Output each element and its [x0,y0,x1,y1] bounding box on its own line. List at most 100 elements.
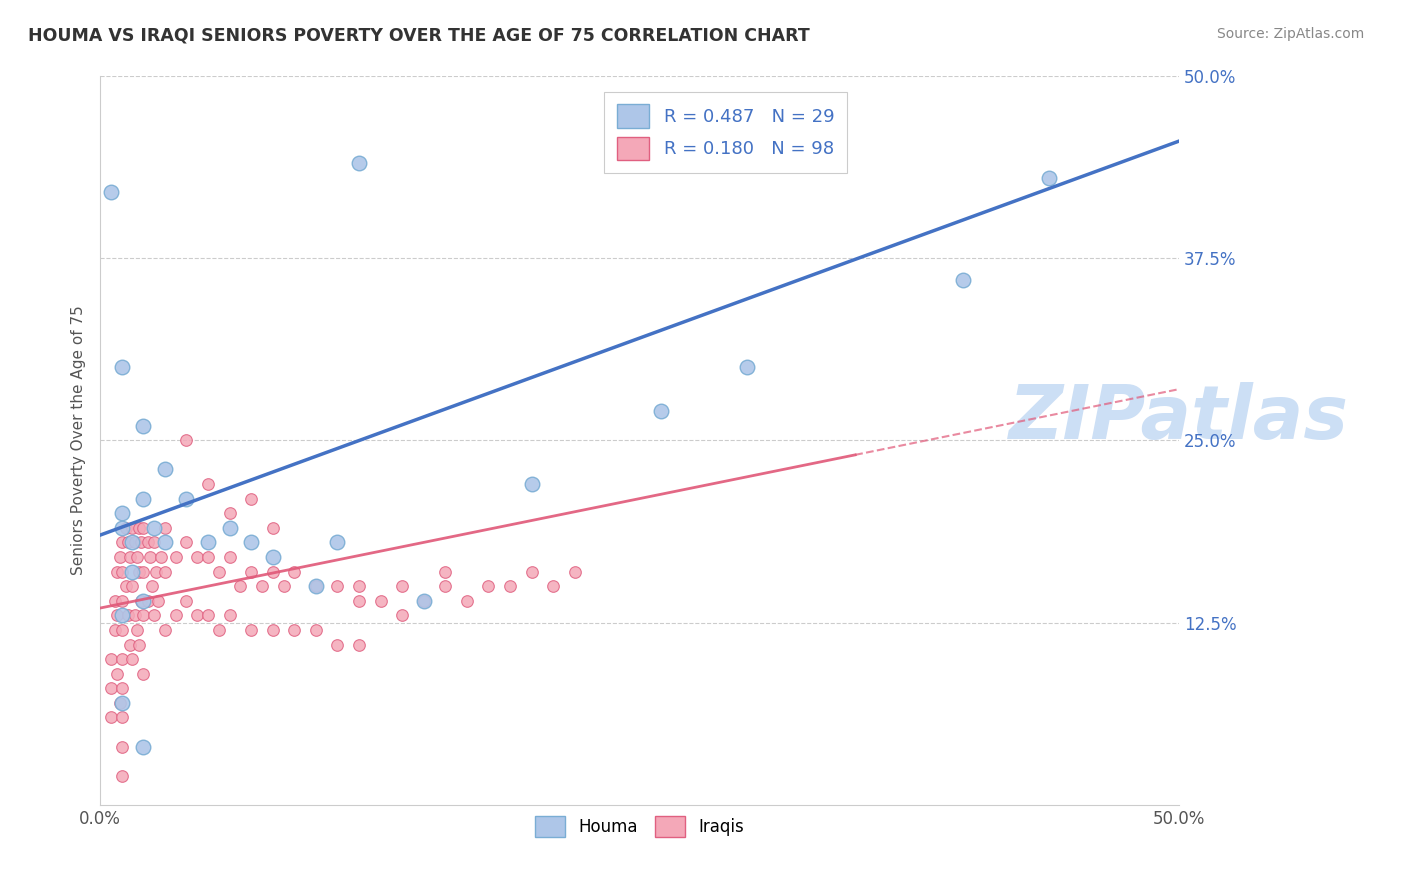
Point [111,696,134,710]
Point [129,593,152,607]
Point [499,579,522,593]
Point [128,638,150,652]
Point [153,565,176,579]
Point [520,565,543,579]
Point [111,739,134,754]
Point [240,623,263,637]
Point [218,608,240,623]
Point [229,579,252,593]
Point [132,521,155,535]
Point [165,549,187,564]
Point [136,593,159,607]
Point [111,769,134,783]
Point [283,623,305,637]
Point [108,696,131,710]
Point [145,565,167,579]
Point [153,535,176,549]
Point [391,579,413,593]
Point [1038,170,1060,185]
Point [305,623,328,637]
Point [100,652,122,666]
Point [391,608,413,623]
Point [208,623,231,637]
Point [176,491,198,506]
Point [650,404,672,418]
Point [117,535,139,549]
Point [136,535,159,549]
Point [456,593,478,607]
Point [250,579,273,593]
Point [305,579,328,593]
Point [370,593,392,607]
Point [218,506,240,520]
Point [737,360,759,375]
Point [347,638,370,652]
Point [139,549,162,564]
Point [153,521,176,535]
Point [520,477,543,491]
Point [132,593,155,607]
Point [124,608,146,623]
Point [108,549,131,564]
Y-axis label: Seniors Poverty Over the Age of 75: Seniors Poverty Over the Age of 75 [72,305,86,575]
Point [541,579,564,593]
Point [176,593,198,607]
Point [262,623,284,637]
Point [347,156,370,170]
Legend: Houma, Iraqis: Houma, Iraqis [529,809,751,844]
Point [105,565,128,579]
Point [305,579,328,593]
Point [105,608,128,623]
Point [326,579,349,593]
Point [434,579,457,593]
Point [143,535,166,549]
Point [412,593,434,607]
Point [326,535,349,549]
Point [347,579,370,593]
Point [104,623,127,637]
Point [111,521,134,535]
Point [128,565,150,579]
Point [186,608,208,623]
Point [125,549,148,564]
Point [240,491,263,506]
Point [100,710,122,724]
Point [176,535,198,549]
Point [117,608,139,623]
Point [111,535,134,549]
Point [111,623,134,637]
Point [111,652,134,666]
Point [412,593,434,607]
Point [564,565,586,579]
Point [326,638,349,652]
Point [129,535,152,549]
Point [197,535,219,549]
Point [240,565,263,579]
Point [120,638,142,652]
Point [111,506,134,520]
Point [115,579,138,593]
Point [115,521,138,535]
Point [197,549,219,564]
Point [240,535,263,549]
Point [208,565,231,579]
Point [132,418,155,433]
Text: Source: ZipAtlas.com: Source: ZipAtlas.com [1216,27,1364,41]
Point [128,521,150,535]
Point [111,608,134,623]
Point [165,608,187,623]
Point [111,681,134,696]
Point [262,565,284,579]
Point [100,681,122,696]
Point [434,565,457,579]
Point [120,549,142,564]
Text: ZIPatlas: ZIPatlas [1010,382,1348,455]
Point [132,491,155,506]
Point [111,360,134,375]
Point [148,593,170,607]
Point [283,565,305,579]
Point [111,593,134,607]
Point [143,521,166,535]
Point [124,535,146,549]
Point [141,579,163,593]
